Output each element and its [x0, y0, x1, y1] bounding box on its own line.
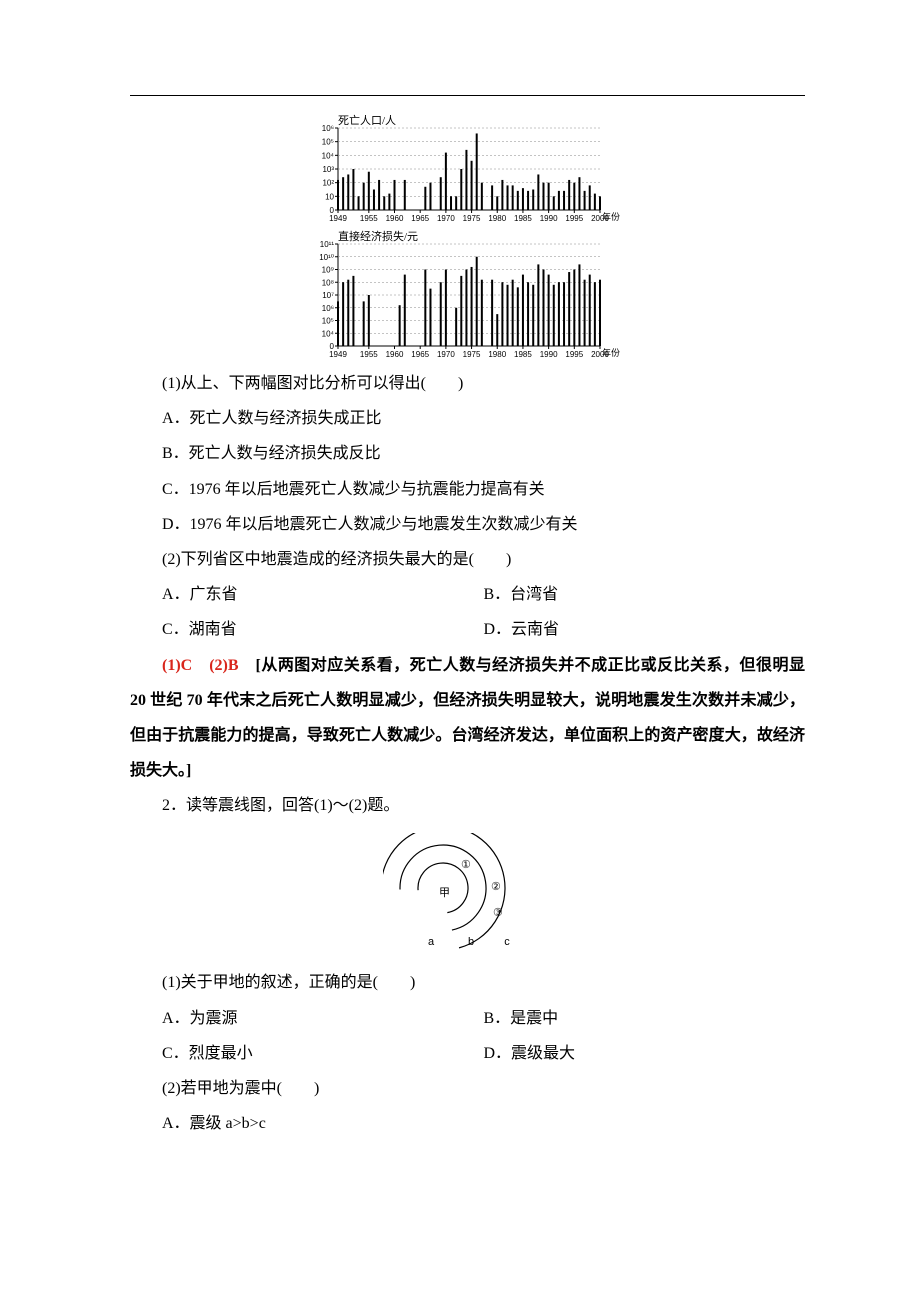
page: 死亡人口/人年份01010²10³10⁴10⁵10⁶19491955196019… — [0, 0, 920, 1302]
svg-text:1990: 1990 — [539, 350, 557, 359]
svg-text:甲: 甲 — [439, 887, 450, 899]
isoseismal-svg: 甲 ① ② ③ a b c — [383, 833, 553, 953]
svg-text:10⁵: 10⁵ — [321, 317, 333, 326]
svg-text:1955: 1955 — [359, 350, 377, 359]
q2-option-d: D．云南省 — [484, 612, 806, 647]
svg-text:直接经济损失/元: 直接经济损失/元 — [338, 230, 418, 243]
answer-block: (1)C (2)B [从两图对应关系看，死亡人数与经济损失并不成正比或反比关系，… — [130, 648, 805, 789]
svg-text:10⁴: 10⁴ — [321, 151, 334, 160]
svg-text:1995: 1995 — [565, 350, 583, 359]
q2-option-c: C．湖南省 — [162, 612, 484, 647]
q1-option-c: C．1976 年以后地震死亡人数减少与抗震能力提高有关 — [130, 472, 805, 507]
svg-text:1970: 1970 — [436, 350, 454, 359]
chart-deaths-svg: 死亡人口/人年份01010²10³10⁴10⁵10⁶19491955196019… — [308, 114, 628, 224]
svg-text:1960: 1960 — [385, 350, 403, 359]
svg-text:1975: 1975 — [462, 350, 480, 359]
svg-text:1960: 1960 — [385, 214, 403, 223]
svg-text:c: c — [504, 936, 510, 948]
q3-option-c: C．烈度最小 — [162, 1036, 484, 1071]
svg-text:10⁸: 10⁸ — [321, 278, 333, 287]
svg-text:1949: 1949 — [329, 350, 347, 359]
chart-loss: 直接经济损失/元年份010⁴10⁵10⁶10⁷10⁸10⁹10¹⁰10¹¹194… — [130, 230, 805, 360]
q2-option-b: B．台湾省 — [484, 577, 806, 612]
svg-text:1985: 1985 — [514, 350, 532, 359]
svg-text:1995: 1995 — [565, 214, 583, 223]
q3-option-b: B．是震中 — [484, 1001, 806, 1036]
svg-text:③: ③ — [493, 907, 503, 919]
svg-text:2000: 2000 — [591, 214, 609, 223]
answer-explain: [从两图对应关系看，死亡人数与经济损失并不成正比或反比关系，但很明显 20 世纪… — [130, 657, 805, 780]
svg-text:1980: 1980 — [488, 214, 506, 223]
top-rule — [130, 95, 805, 96]
q4-option-a: A．震级 a>b>c — [130, 1106, 805, 1141]
svg-text:10⁴: 10⁴ — [321, 329, 334, 338]
svg-text:10²: 10² — [322, 179, 334, 188]
svg-text:10⁹: 10⁹ — [321, 266, 333, 275]
q2-option-a: A．广东省 — [162, 577, 484, 612]
chart-deaths: 死亡人口/人年份01010²10³10⁴10⁵10⁶19491955196019… — [130, 114, 805, 224]
q2-row2: C．湖南省 D．云南省 — [130, 612, 805, 647]
svg-text:1990: 1990 — [539, 214, 557, 223]
q3-row2: C．烈度最小 D．震级最大 — [130, 1036, 805, 1071]
svg-text:b: b — [467, 936, 473, 948]
svg-text:a: a — [427, 936, 434, 948]
svg-text:2000: 2000 — [591, 350, 609, 359]
svg-text:10¹⁰: 10¹⁰ — [319, 253, 334, 262]
svg-text:10³: 10³ — [322, 165, 334, 174]
q3-row1: A．为震源 B．是震中 — [130, 1001, 805, 1036]
isoseismal-diagram: 甲 ① ② ③ a b c — [130, 833, 805, 953]
q3-option-a: A．为震源 — [162, 1001, 484, 1036]
q3-option-d: D．震级最大 — [484, 1036, 806, 1071]
svg-text:②: ② — [491, 881, 501, 893]
q1-option-a: A．死亡人数与经济损失成正比 — [130, 401, 805, 436]
svg-text:死亡人口/人: 死亡人口/人 — [338, 114, 396, 127]
svg-text:10⁷: 10⁷ — [322, 291, 334, 300]
svg-text:1975: 1975 — [462, 214, 480, 223]
svg-text:10⁵: 10⁵ — [321, 138, 333, 147]
q2-row1: A．广东省 B．台湾省 — [130, 577, 805, 612]
item2-intro: 2．读等震线图，回答(1)～(2)题。 — [130, 788, 805, 823]
q2-stem: (2)下列省区中地震造成的经济损失最大的是( ) — [130, 542, 805, 577]
svg-text:10⁶: 10⁶ — [321, 124, 333, 133]
svg-text:①: ① — [461, 859, 471, 871]
svg-text:1949: 1949 — [329, 214, 347, 223]
svg-text:1955: 1955 — [359, 214, 377, 223]
q1-stem: (1)从上、下两幅图对比分析可以得出( ) — [130, 366, 805, 401]
svg-text:1985: 1985 — [514, 214, 532, 223]
svg-text:1965: 1965 — [411, 350, 429, 359]
q3-stem: (1)关于甲地的叙述，正确的是( ) — [130, 965, 805, 1000]
svg-text:10⁶: 10⁶ — [321, 304, 333, 313]
q4-stem: (2)若甲地为震中( ) — [130, 1071, 805, 1106]
chart-loss-svg: 直接经济损失/元年份010⁴10⁵10⁶10⁷10⁸10⁹10¹⁰10¹¹194… — [308, 230, 628, 360]
svg-text:1965: 1965 — [411, 214, 429, 223]
svg-text:10: 10 — [325, 192, 334, 201]
svg-text:1970: 1970 — [436, 214, 454, 223]
answer-key: (1)C (2)B — [162, 657, 239, 674]
svg-text:1980: 1980 — [488, 350, 506, 359]
q1-option-b: B．死亡人数与经济损失成反比 — [130, 436, 805, 471]
svg-text:10¹¹: 10¹¹ — [319, 240, 334, 249]
q1-option-d: D．1976 年以后地震死亡人数减少与地震发生次数减少有关 — [130, 507, 805, 542]
